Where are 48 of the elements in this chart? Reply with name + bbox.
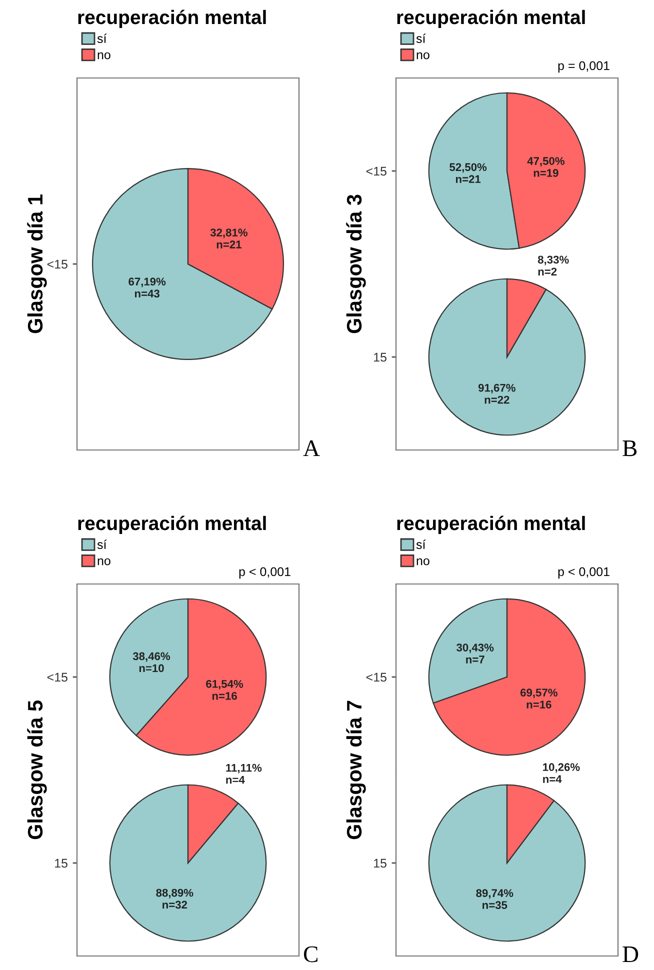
text: C — [304, 946, 318, 962]
text: Glasgow día 1 — [27, 194, 47, 334]
data-label: 10,26% n=4 — [543, 763, 580, 783]
text: B — [622, 440, 637, 456]
pie-slice — [428, 278, 586, 436]
chart-title: recuperación mental — [78, 516, 266, 534]
text: p = 0,001 — [558, 61, 610, 73]
data-label: 88,89% n=32 — [156, 888, 194, 909]
data-label: 67,19% n=43 — [128, 278, 166, 298]
legend-label: no — [416, 558, 430, 566]
text: <15 — [366, 672, 386, 682]
text: Glasgow día 5 — [27, 700, 47, 840]
text: <15 — [47, 672, 68, 682]
text: Glasgow día 3 — [346, 194, 366, 334]
text: D — [622, 946, 638, 962]
chart-title: recuperación mental — [397, 516, 585, 534]
text: <15 — [366, 166, 386, 176]
text: 15 — [374, 858, 386, 868]
data-label: 89,74% n=35 — [476, 889, 514, 910]
legend-label: sí — [97, 540, 107, 549]
legend-label: sí — [416, 34, 426, 43]
text: Glasgow día 7 — [346, 700, 366, 840]
legend-label: no — [98, 52, 110, 60]
pie-slice — [428, 784, 586, 942]
text: A — [303, 440, 320, 456]
data-label: 38,46% n=10 — [132, 652, 170, 672]
data-label: 47,50% n=19 — [527, 157, 564, 177]
data-label: 32,81% n=21 — [210, 228, 248, 248]
pie-slice — [109, 784, 267, 942]
legend-label: sí — [416, 540, 426, 549]
chart-title: recuperación mental — [78, 10, 266, 28]
data-label: 69,57% n=16 — [520, 688, 558, 708]
pie-slice — [432, 598, 586, 756]
legend-label: no — [98, 558, 110, 566]
data-label: 11,11% n=4 — [226, 764, 262, 784]
legend-label: no — [416, 52, 430, 60]
text: p < 0,001 — [558, 567, 610, 579]
chart-title: recuperación mental — [397, 10, 585, 28]
legend-label: sí — [97, 34, 107, 43]
data-label: 30,43% n=7 — [456, 644, 494, 664]
text: <15 — [47, 260, 68, 269]
data-label: 52,50% n=21 — [450, 163, 487, 183]
data-label: 91,67% n=22 — [478, 384, 516, 404]
data-label: 8,33% n=2 — [538, 256, 569, 276]
text: 15 — [374, 352, 386, 362]
text: 15 — [55, 858, 68, 868]
data-label: 61,54% n=16 — [206, 680, 244, 700]
text: p < 0,001 — [239, 567, 290, 579]
